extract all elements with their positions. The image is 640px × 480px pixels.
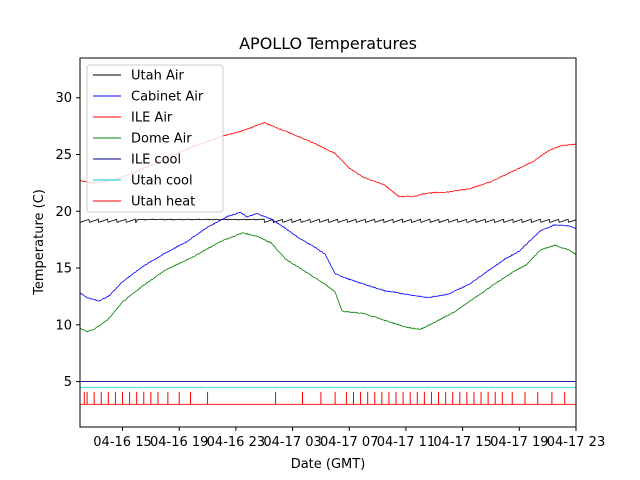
y-tick-label: 5	[64, 375, 72, 390]
y-tick-label: 10	[55, 318, 72, 333]
legend-items: Utah Air Cabinet Air ILE Air Dome Air ILE co…	[93, 69, 204, 210]
chart-title: APOLLO Temperatures	[239, 34, 417, 53]
y-tick-label: 20	[55, 205, 72, 220]
y-tick-label: 15	[55, 262, 72, 277]
x-axis-label: Date (GMT)	[291, 457, 366, 472]
x-tick-label: 04-17 07	[320, 435, 378, 450]
series-dome-air-line	[79, 232, 577, 333]
x-tick-label: 04-17 03	[263, 435, 321, 450]
legend: Utah Air Cabinet Air ILE Air Dome Air ILE co…	[86, 64, 224, 213]
x-tick-label: 04-17 15	[433, 435, 491, 450]
x-tick-label: 04-17 11	[377, 435, 435, 450]
x-tick-label: 04-16 19	[150, 435, 208, 450]
legend-label-cabinet-air: Cabinet Air	[131, 90, 204, 105]
series-utah-heat	[80, 391, 576, 405]
legend-label-utah-cool: Utah cool	[131, 174, 193, 189]
y-axis-label: Temperature (C)	[32, 189, 47, 296]
x-tick-label: 04-16 15	[93, 435, 151, 450]
plot-frame	[79, 57, 577, 428]
legend-label-ile-cool: ILE cool	[131, 153, 181, 168]
x-tick-label: 04-16 23	[207, 435, 265, 450]
legend-label-dome-air: Dome Air	[131, 132, 192, 147]
y-tick-label: 30	[55, 91, 72, 106]
legend-label-utah-air: Utah Air	[131, 69, 184, 84]
legend-label-ile-air: ILE Air	[131, 111, 173, 126]
series-cabinet-air-line	[79, 211, 577, 302]
legend-label-utah-heat: Utah heat	[131, 195, 195, 210]
x-tick-label: 04-17 19	[490, 435, 548, 450]
y-tick-label: 25	[55, 148, 72, 163]
series-layer	[79, 122, 577, 405]
legend-box	[86, 64, 224, 213]
y-axis-ticks: 5 10 15 20 25 30	[55, 91, 80, 390]
x-tick-label: 04-17 23	[547, 435, 605, 450]
series-utah-air-line	[79, 218, 576, 224]
